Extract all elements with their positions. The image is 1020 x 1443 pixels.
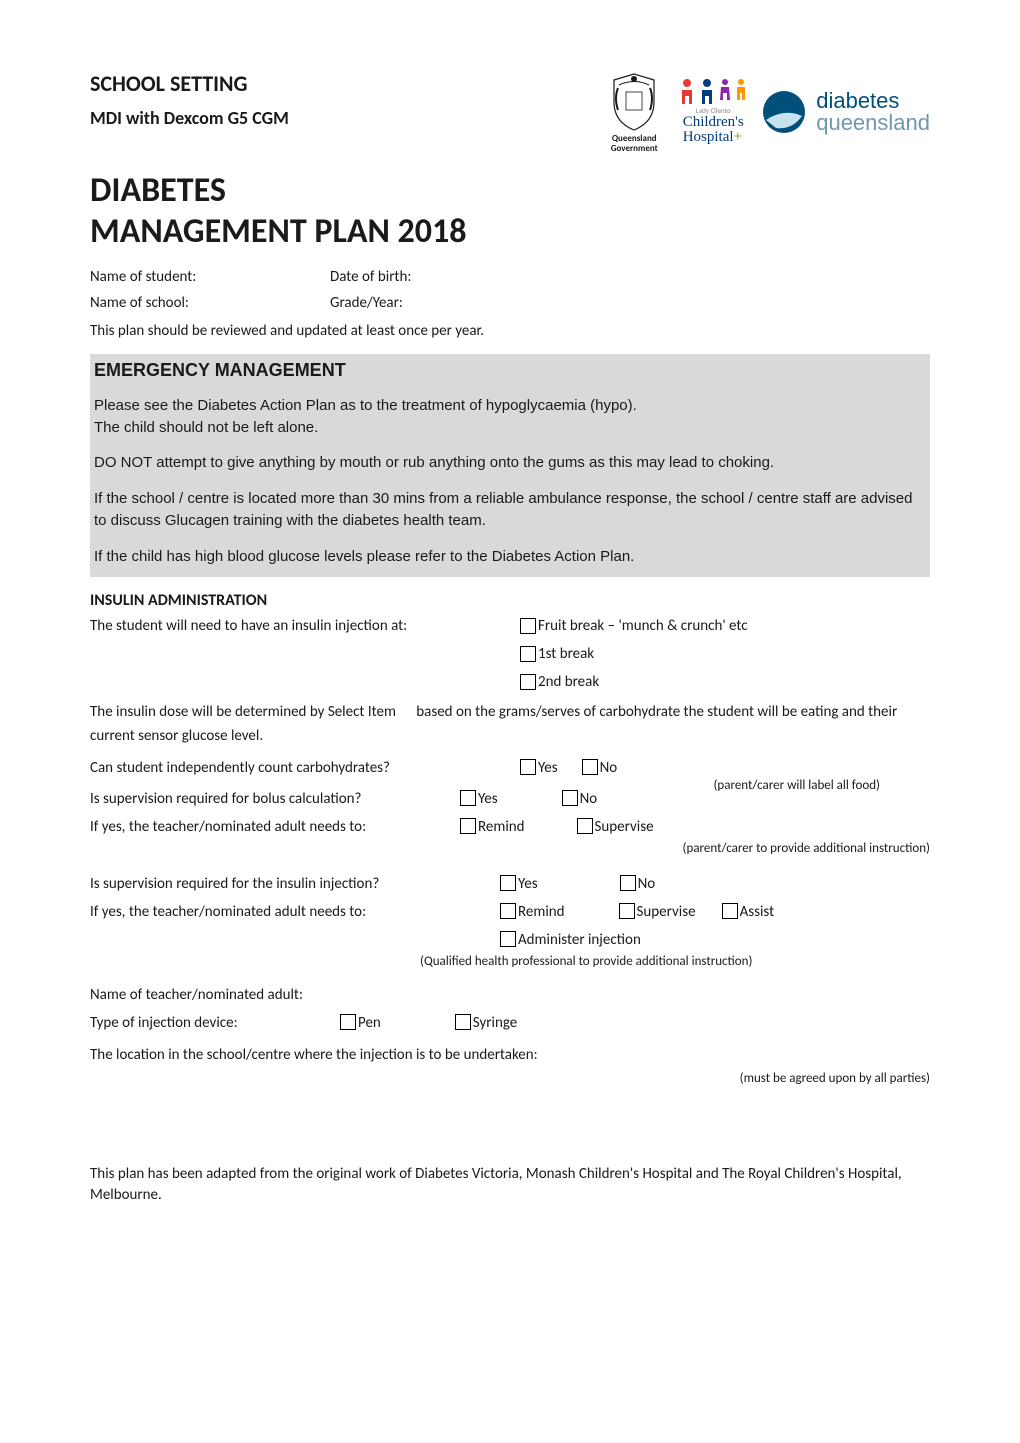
student-name-row: Name of student: Date of birth: (90, 268, 930, 286)
lcch-text: Children's Hospital+ (683, 115, 744, 145)
opt-1st-break: 1st break (520, 642, 594, 666)
opt-supervise: Supervise (577, 815, 654, 839)
checkbox-icon[interactable] (520, 618, 536, 634)
school-name-label: Name of school: (90, 294, 330, 312)
dose-determination-line: The insulin dose will be determined by S… (90, 700, 930, 748)
injection-at-label: The student will need to have an insulin… (90, 614, 510, 638)
dq-text: diabetes queensland (816, 90, 930, 134)
opt-administer: Administer injection (500, 928, 641, 952)
checkbox-icon[interactable] (722, 903, 738, 919)
count-carbs-label: Can student independently count carbohyd… (90, 756, 510, 780)
injection-supervision-label: Is supervision required for the insulin … (90, 872, 490, 896)
lcch-logo: Lady Cilento Children's Hospital+ (678, 78, 748, 145)
teacher-name-row: Name of teacher/nominated adult: (90, 983, 930, 1007)
opt-yes: Yes (520, 756, 558, 780)
location-row: The location in the school/centre where … (90, 1043, 930, 1067)
school-setting-heading: SCHOOL SETTING (90, 70, 289, 97)
checkbox-icon[interactable] (520, 646, 536, 662)
emergency-p4: If the school / centre is located more t… (94, 488, 926, 532)
opt-2nd-break: 2nd break (520, 670, 599, 694)
device-type-row: Type of injection device: Pen Syringe (90, 1011, 930, 1035)
opt-remind: Remind (500, 900, 565, 924)
teacher-needs-label-2: If yes, the teacher/nominated adult need… (90, 900, 490, 924)
opt-fruit-break: Fruit break – 'munch & crunch' etc (520, 614, 748, 638)
parent-instruction-note-row: (parent/carer to provide additional inst… (90, 839, 930, 860)
injection-at-row: The student will need to have an insulin… (90, 614, 930, 638)
checkbox-icon[interactable] (620, 875, 636, 891)
parent-instruction-note: (parent/carer to provide additional inst… (683, 839, 930, 860)
header-left: SCHOOL SETTING MDI with Dexcom G5 CGM (90, 70, 289, 129)
dob-label: Date of birth: (330, 268, 411, 286)
opt-2nd-break-row: 2nd break (90, 670, 930, 694)
checkbox-icon[interactable] (577, 818, 593, 834)
title-management-plan: MANAGEMENT PLAN 2018 (90, 211, 930, 252)
checkbox-icon[interactable] (340, 1014, 356, 1030)
qld-government-logo: Queensland Government (604, 70, 664, 154)
checkbox-icon[interactable] (500, 903, 516, 919)
teacher-needs-label: If yes, the teacher/nominated adult need… (90, 815, 450, 839)
student-name-label: Name of student: (90, 268, 330, 286)
grade-label: Grade/Year: (330, 294, 403, 312)
location-label: The location in the school/centre where … (90, 1043, 538, 1067)
person-icon (698, 78, 716, 104)
bolus-teacher-needs-row: If yes, the teacher/nominated adult need… (90, 815, 930, 839)
plus-icon: + (734, 129, 743, 145)
emergency-p3: DO NOT attempt to give anything by mouth… (94, 452, 926, 474)
emergency-p5: If the child has high blood glucose leve… (94, 546, 926, 568)
qld-gov-label: Queensland Government (611, 134, 658, 154)
injection-supervision-row: Is supervision required for the insulin … (90, 872, 930, 896)
opt-no: No (582, 756, 618, 780)
title-diabetes: DIABETES (90, 170, 930, 211)
opt-yes: Yes (460, 787, 498, 811)
checkbox-icon[interactable] (455, 1014, 471, 1030)
person-icon (734, 78, 748, 100)
page-header: SCHOOL SETTING MDI with Dexcom G5 CGM Qu… (90, 70, 930, 154)
opt-remind: Remind (460, 815, 525, 839)
dose-select-item[interactable]: Select Item (328, 703, 396, 721)
injection-teacher-needs-row: If yes, the teacher/nominated adult need… (90, 900, 930, 924)
checkbox-icon[interactable] (460, 818, 476, 834)
qualified-note-row: (Qualified health professional to provid… (90, 952, 930, 973)
qualified-note: (Qualified health professional to provid… (420, 952, 752, 973)
checkbox-icon[interactable] (500, 875, 516, 891)
mdi-cgm-heading: MDI with Dexcom G5 CGM (90, 107, 289, 129)
opt-1st-break-row: 1st break (90, 642, 930, 666)
review-note: This plan should be reviewed and updated… (90, 322, 930, 340)
school-name-row: Name of school: Grade/Year: (90, 294, 930, 312)
person-icon (678, 78, 696, 104)
opt-syringe: Syringe (455, 1011, 517, 1035)
opt-pen: Pen (340, 1011, 381, 1035)
parent-label-note: (parent/carer will label all food) (713, 776, 930, 797)
lcch-people-icons (678, 78, 748, 104)
device-type-label: Type of injection device: (90, 1011, 330, 1035)
person-icon (718, 78, 732, 100)
checkbox-icon[interactable] (520, 674, 536, 690)
opt-supervise: Supervise (619, 900, 696, 924)
opt-assist: Assist (722, 900, 775, 924)
emergency-box: Please see the Diabetes Action Plan as t… (90, 387, 930, 578)
emergency-heading: EMERGENCY MANAGEMENT (90, 354, 930, 387)
checkbox-icon[interactable] (562, 790, 578, 806)
checkbox-icon[interactable] (460, 790, 476, 806)
bolus-supervision-label: Is supervision required for bolus calcul… (90, 787, 450, 811)
logo-group: Queensland Government Lady Cilento Child… (604, 70, 930, 154)
qld-crest-icon (604, 70, 664, 134)
opt-no: No (620, 872, 656, 896)
emergency-p1: Please see the Diabetes Action Plan as t… (94, 395, 926, 439)
footer-attribution: This plan has been adapted from the orig… (90, 1164, 930, 1206)
opt-yes: Yes (500, 872, 538, 896)
agreed-note: (must be agreed upon by all parties) (90, 1071, 930, 1086)
teacher-name-label: Name of teacher/nominated adult: (90, 983, 303, 1007)
checkbox-icon[interactable] (520, 759, 536, 775)
administer-row: Administer injection (90, 928, 930, 952)
insulin-heading: INSULIN ADMINISTRATION (90, 591, 930, 610)
checkbox-icon[interactable] (582, 759, 598, 775)
dq-circle-icon (762, 90, 806, 134)
opt-no: No (562, 787, 598, 811)
diabetes-qld-logo: diabetes queensland (762, 90, 930, 134)
checkbox-icon[interactable] (500, 931, 516, 947)
checkbox-icon[interactable] (619, 903, 635, 919)
